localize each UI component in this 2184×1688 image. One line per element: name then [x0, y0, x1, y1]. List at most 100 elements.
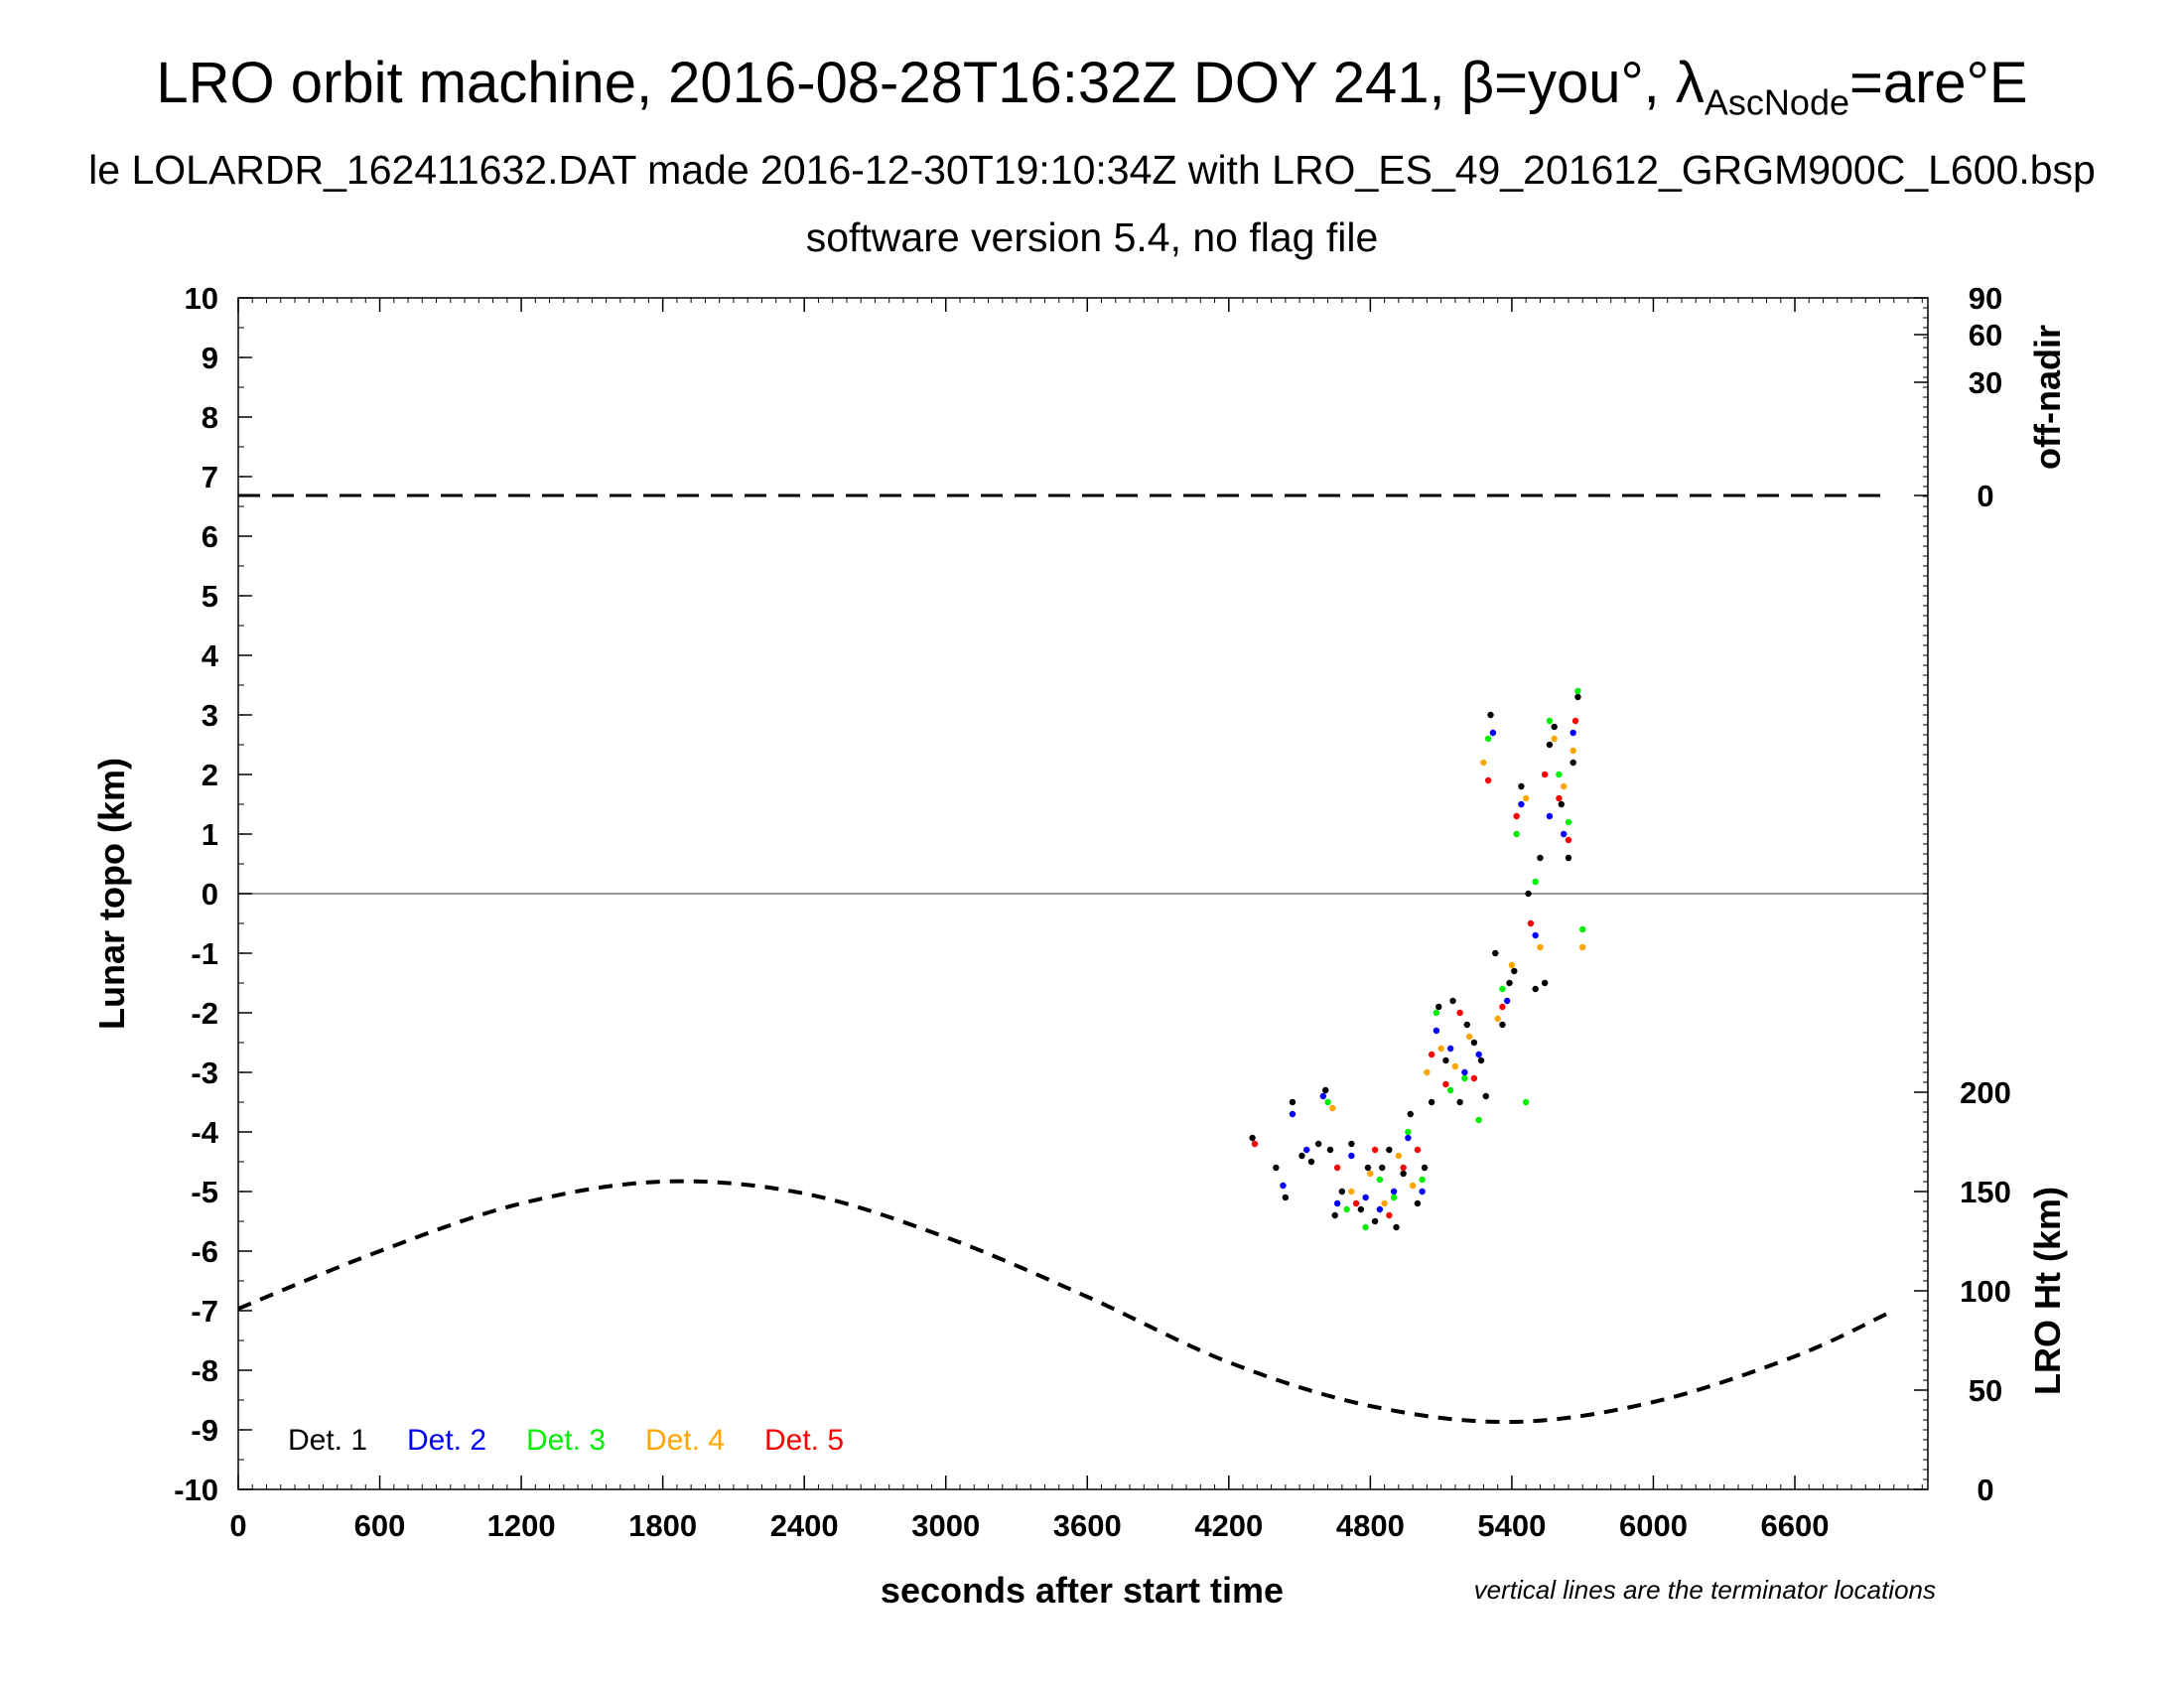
data-point	[1446, 1045, 1454, 1053]
data-point	[1381, 1199, 1388, 1207]
data-point	[1470, 1039, 1478, 1047]
x-tick-label: 3000	[911, 1508, 980, 1543]
series-det-2	[1280, 729, 1576, 1213]
data-point	[1574, 687, 1581, 695]
data-point	[1571, 717, 1579, 725]
chart-subtitle-version: software version 5.4, no flag file	[805, 214, 1379, 260]
data-point	[1449, 997, 1456, 1005]
x-tick-label: 2400	[770, 1508, 839, 1543]
y-tick-label: -8	[191, 1353, 218, 1388]
data-point	[1494, 1015, 1501, 1023]
y-axis-label: Lunar topo (km)	[91, 758, 132, 1030]
right-bottom-tick-label: 200	[1960, 1075, 2011, 1110]
data-point	[1503, 997, 1511, 1005]
data-point	[1451, 1062, 1459, 1070]
data-point	[1461, 1068, 1468, 1076]
data-point	[1532, 931, 1539, 939]
data-point	[1348, 1152, 1355, 1160]
data-point	[1541, 771, 1549, 778]
data-point	[1525, 890, 1532, 898]
y-tick-label: -2	[191, 996, 218, 1031]
series-det-5	[1251, 717, 1579, 1219]
data-point	[1405, 1134, 1412, 1142]
series-det-4	[1329, 735, 1586, 1207]
y-tick-label: -1	[191, 936, 218, 971]
right-axis-label-off-nadir: off-nadir	[2027, 325, 2068, 470]
data-point	[1348, 1140, 1355, 1148]
data-point	[1532, 985, 1539, 993]
y-tick-label: 5	[202, 579, 218, 614]
series-det-3	[1324, 687, 1586, 1231]
data-point	[1442, 1080, 1449, 1088]
data-point	[1518, 782, 1525, 790]
data-point	[1475, 1116, 1482, 1124]
data-point	[1379, 1164, 1386, 1172]
data-point	[1273, 1164, 1280, 1172]
legend-det-2: Det. 2	[407, 1424, 486, 1457]
legend-det-3: Det. 3	[526, 1424, 606, 1457]
data-point	[1386, 1211, 1393, 1219]
data-point	[1433, 1027, 1440, 1035]
data-point	[1560, 830, 1568, 838]
data-point	[1251, 1140, 1259, 1148]
x-tick-label: 1800	[628, 1508, 697, 1543]
data-point	[1338, 1188, 1346, 1196]
data-point	[1314, 1140, 1322, 1148]
x-tick-label: 5400	[1477, 1508, 1546, 1543]
data-point	[1352, 1199, 1360, 1207]
data-point	[1565, 836, 1572, 844]
y-tick-label: 1	[202, 817, 218, 852]
data-point	[1289, 1098, 1297, 1106]
data-point	[1409, 1182, 1417, 1190]
data-point	[1307, 1158, 1315, 1166]
y-tick-label: 0	[202, 877, 218, 912]
data-point	[1499, 985, 1506, 993]
data-point	[1362, 1223, 1369, 1231]
data-point	[1303, 1146, 1310, 1154]
data-point	[1400, 1164, 1407, 1172]
right-top-tick-label: 60	[1969, 318, 2002, 352]
data-point	[1537, 943, 1544, 951]
data-point	[1364, 1164, 1372, 1172]
data-point	[1470, 1074, 1478, 1082]
data-point	[1421, 1164, 1429, 1172]
data-point	[1329, 1104, 1336, 1112]
data-point	[1578, 943, 1586, 951]
data-point	[1319, 1092, 1327, 1100]
data-point	[1511, 967, 1518, 975]
data-point	[1371, 1217, 1379, 1225]
data-point	[1461, 1074, 1468, 1082]
legend-det-4: Det. 4	[645, 1424, 725, 1457]
data-point	[1565, 818, 1572, 826]
data-point	[1343, 1205, 1350, 1213]
data-point	[1400, 1170, 1407, 1178]
data-point	[1357, 1205, 1365, 1213]
data-point	[1484, 776, 1492, 784]
right-axis-label-lro-height: LRO Ht (km)	[2027, 1187, 2068, 1395]
data-point	[1348, 1188, 1355, 1196]
y-tick-label: -5	[191, 1175, 218, 1209]
data-point	[1376, 1176, 1384, 1184]
y-tick-label: 6	[202, 519, 218, 554]
legend-det-1: Det. 1	[288, 1424, 367, 1457]
data-point	[1556, 771, 1563, 778]
data-point	[1324, 1098, 1331, 1106]
x-tick-label: 3600	[1053, 1508, 1122, 1543]
data-point	[1249, 1134, 1256, 1142]
data-point	[1428, 1098, 1435, 1106]
data-point	[1419, 1176, 1426, 1184]
data-point	[1546, 717, 1554, 725]
data-point	[1499, 1003, 1506, 1011]
y-tick-label: -10	[174, 1473, 218, 1507]
data-point	[1331, 1211, 1338, 1219]
data-point	[1362, 1194, 1369, 1201]
data-point	[1537, 854, 1544, 862]
y-tick-label: -3	[191, 1055, 218, 1090]
data-point	[1280, 1182, 1287, 1190]
data-point	[1558, 800, 1566, 808]
data-point	[1407, 1110, 1414, 1118]
data-point	[1424, 1068, 1431, 1076]
right-top-tick-label: 90	[1969, 281, 2002, 316]
data-point	[1456, 1098, 1463, 1106]
y-tick-label: 9	[202, 341, 218, 375]
